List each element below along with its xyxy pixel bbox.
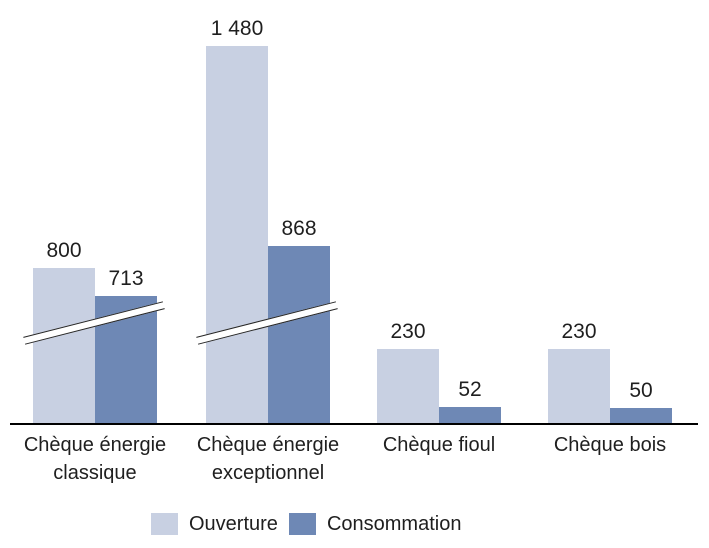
legend-swatch-ouverture [151,513,178,535]
bar-ouverture-cat3 [548,349,610,424]
category-label-cat0: Chèque énergie classique [0,431,190,487]
bar-consommation-cat2 [439,407,501,424]
value-label-consommation-cat1: 868 [281,217,317,240]
value-label-consommation-cat2: 52 [458,378,482,401]
value-label-ouverture-cat1: 1 480 [210,17,264,40]
x-axis-line [10,423,698,425]
category-label-line: Chèque énergie [23,434,167,456]
bar-consommation-cat1 [268,246,330,424]
bar-ouverture-cat0 [33,268,95,424]
category-label-cat3: Chèque bois [515,431,705,459]
value-label-ouverture-cat3: 230 [561,320,597,343]
value-label-ouverture-cat0: 800 [46,239,82,262]
bar-ouverture-cat1 [206,46,268,424]
category-label-cat2: Chèque fioul [344,431,534,459]
chart-legend: Ouverture Consommation [151,510,461,538]
bar-consommation-cat3 [610,408,672,424]
category-label-line: Chèque énergie [196,434,340,456]
category-label-line: Chèque bois [553,434,667,456]
category-label-line: classique [53,462,137,484]
legend-swatch-consommation [288,513,316,535]
category-label-line: Chèque fioul [382,434,496,456]
value-label-consommation-cat3: 50 [629,379,653,402]
value-label-ouverture-cat2: 230 [390,320,426,343]
category-label-line: exceptionnel [211,462,325,484]
legend-label-consommation: Consommation [326,513,462,535]
category-label-cat1: Chèque énergie exceptionnel [173,431,363,487]
value-label-consommation-cat0: 713 [108,267,144,290]
bar-ouverture-cat2 [377,349,439,424]
legend-label-ouverture: Ouverture [189,513,278,535]
